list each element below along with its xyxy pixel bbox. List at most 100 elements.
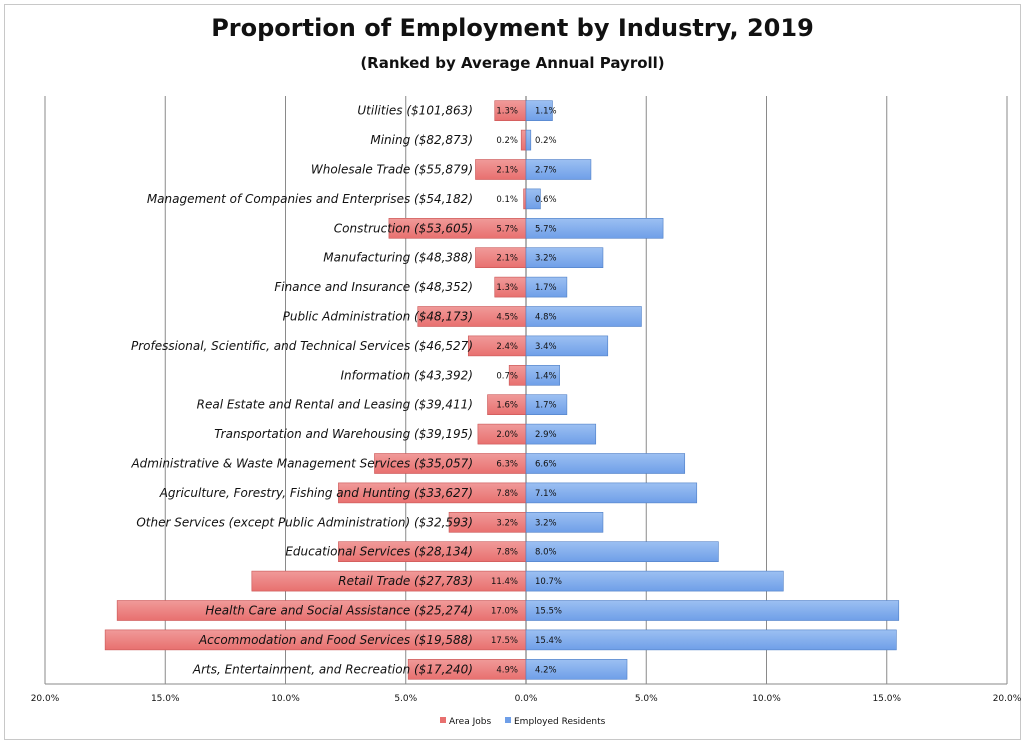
- value-label-employed-residents-16: 10.7%: [535, 577, 562, 587]
- bar-employed-residents-16: [525, 570, 784, 592]
- value-label-area-jobs-14: 3.2%: [496, 518, 518, 528]
- bar-employed-residents-13: [525, 482, 698, 504]
- value-label-area-jobs-19: 4.9%: [496, 665, 518, 675]
- value-label-employed-residents-14: 3.2%: [535, 518, 557, 528]
- value-label-area-jobs-6: 1.3%: [496, 283, 518, 293]
- value-label-area-jobs-2: 2.1%: [496, 166, 518, 176]
- bar-employed-residents-15: [525, 541, 719, 562]
- legend: Area Jobs Employed Residents: [440, 717, 606, 727]
- bar-employed-residents-10: [525, 394, 568, 415]
- category-label-19: Arts, Entertainment, and Recreation ($17…: [192, 662, 473, 676]
- x-tick-label-7: 15.0%: [872, 694, 901, 704]
- value-label-area-jobs-7: 4.5%: [496, 313, 518, 323]
- value-label-area-jobs-18: 17.5%: [491, 636, 518, 646]
- category-label-2: Wholesale Trade ($55,879): [311, 163, 473, 177]
- x-tick-label-6: 10.0%: [752, 694, 781, 704]
- value-label-area-jobs-8: 2.4%: [496, 342, 518, 352]
- category-labels: Utilities ($101,863) Mining ($82,873) Whol…: [130, 104, 473, 677]
- category-label-12: Administrative & Waste Management Servic…: [130, 457, 473, 471]
- category-label-7: Public Administration ($48,173): [283, 310, 473, 324]
- bar-employed-residents-2: [525, 159, 592, 180]
- value-label-area-jobs-12: 6.3%: [496, 460, 518, 470]
- value-label-employed-residents-2: 2.7%: [535, 166, 557, 176]
- value-label-employed-residents-3: 0.6%: [535, 195, 557, 205]
- value-label-area-jobs-15: 7.8%: [496, 548, 518, 558]
- value-label-employed-residents-13: 7.1%: [535, 489, 557, 499]
- bar-employed-residents-8: [525, 335, 609, 357]
- category-label-9: Information ($43,392): [341, 368, 473, 382]
- bar-employed-residents-19: [525, 659, 628, 680]
- bar-employed-residents-12: [525, 453, 686, 474]
- bar-employed-residents-1: [525, 129, 532, 151]
- bar-employed-residents-4: [525, 218, 664, 239]
- value-label-area-jobs-17: 17.0%: [491, 607, 518, 617]
- category-label-18: Accommodation and Food Services ($19,588…: [198, 633, 473, 647]
- category-label-3: Management of Companies and Enterprises …: [147, 192, 473, 206]
- x-tick-label-2: 10.0%: [271, 694, 300, 704]
- bar-employed-residents-18: [525, 629, 897, 651]
- value-label-area-jobs-11: 2.0%: [496, 430, 518, 440]
- value-label-employed-residents-15: 8.0%: [535, 548, 557, 558]
- value-label-area-jobs-13: 7.8%: [496, 489, 518, 499]
- value-label-employed-residents-6: 1.7%: [535, 283, 557, 293]
- value-label-employed-residents-0: 1.1%: [535, 107, 557, 117]
- category-label-11: Transportation and Warehousing ($39,195): [214, 427, 473, 441]
- value-label-area-jobs-5: 2.1%: [496, 254, 518, 264]
- value-label-employed-residents-4: 5.7%: [535, 224, 557, 234]
- value-label-area-jobs-10: 1.6%: [496, 401, 518, 411]
- x-tick-label-5: 5.0%: [635, 694, 658, 704]
- bar-employed-residents-11: [525, 423, 597, 445]
- value-label-area-jobs-3: 0.1%: [496, 195, 518, 205]
- value-label-employed-residents-1: 0.2%: [535, 136, 557, 146]
- category-label-17: Health Care and Social Assistance ($25,2…: [205, 604, 473, 618]
- x-tick-label-8: 20.0%: [993, 694, 1022, 704]
- category-label-15: Educational Services ($28,134): [285, 545, 473, 559]
- bar-employed-residents-0: [525, 100, 553, 121]
- chart-subtitle: (Ranked by Average Annual Payroll): [360, 54, 665, 72]
- category-label-10: Real Estate and Rental and Leasing ($39,…: [197, 398, 473, 412]
- category-label-8: Professional, Scientific, and Technical …: [131, 339, 473, 353]
- x-tick-label-0: 20.0%: [31, 694, 60, 704]
- category-label-0: Utilities ($101,863): [357, 104, 473, 118]
- legend-label-area-jobs: Area Jobs: [449, 717, 491, 727]
- category-label-4: Construction ($53,605): [334, 221, 473, 235]
- bar-employed-residents-6: [525, 276, 568, 298]
- x-tick-label-1: 15.0%: [151, 694, 180, 704]
- bar-employed-residents-17: [525, 600, 900, 621]
- value-label-employed-residents-11: 2.9%: [535, 430, 557, 440]
- bar-employed-residents-7: [525, 306, 642, 327]
- bar-employed-residents-5: [525, 247, 604, 268]
- value-label-employed-residents-18: 15.4%: [535, 636, 562, 646]
- category-label-1: Mining ($82,873): [370, 133, 473, 147]
- x-tick-label-4: 0.0%: [515, 694, 538, 704]
- bars: [104, 100, 900, 680]
- bar-employed-residents-9: [525, 365, 560, 386]
- value-label-area-jobs-16: 11.4%: [491, 577, 518, 587]
- x-tick-label-3: 5.0%: [394, 694, 417, 704]
- value-labels: 1.3% 1.1% 0.2% 0.2% 2.1% 2.7% 0.1% 0.6% 5.7% 5.7%…: [491, 107, 562, 676]
- value-label-employed-residents-9: 1.4%: [535, 371, 557, 381]
- category-label-5: Manufacturing ($48,388): [323, 251, 473, 265]
- value-label-employed-residents-10: 1.7%: [535, 401, 557, 411]
- legend-swatch-employed-residents: [505, 717, 511, 723]
- value-label-employed-residents-5: 3.2%: [535, 254, 557, 264]
- value-label-employed-residents-7: 4.8%: [535, 313, 557, 323]
- category-label-16: Retail Trade ($27,783): [338, 574, 473, 588]
- x-axis-ticks: 20.0% 15.0% 10.0% 5.0% 0.0% 5.0% 10.0% 15.0% 20.…: [31, 694, 1022, 704]
- bar-area-jobs-1: [520, 129, 527, 151]
- legend-label-employed-residents: Employed Residents: [514, 717, 606, 727]
- category-label-14: Other Services (except Public Administra…: [136, 515, 473, 529]
- category-label-6: Finance and Insurance ($48,352): [274, 280, 473, 294]
- value-label-area-jobs-9: 0.7%: [496, 371, 518, 381]
- category-label-13: Agriculture, Forestry, Fishing and Hunti…: [159, 486, 473, 500]
- chart-title: Proportion of Employment by Industry, 20…: [211, 14, 814, 42]
- bar-employed-residents-14: [525, 512, 604, 533]
- legend-swatch-area-jobs: [440, 717, 446, 723]
- value-label-area-jobs-4: 5.7%: [496, 224, 518, 234]
- value-label-employed-residents-12: 6.6%: [535, 460, 557, 470]
- value-label-area-jobs-0: 1.3%: [496, 107, 518, 117]
- value-label-employed-residents-19: 4.2%: [535, 665, 557, 675]
- bar-area-jobs-3: [523, 188, 527, 210]
- value-label-employed-residents-8: 3.4%: [535, 342, 557, 352]
